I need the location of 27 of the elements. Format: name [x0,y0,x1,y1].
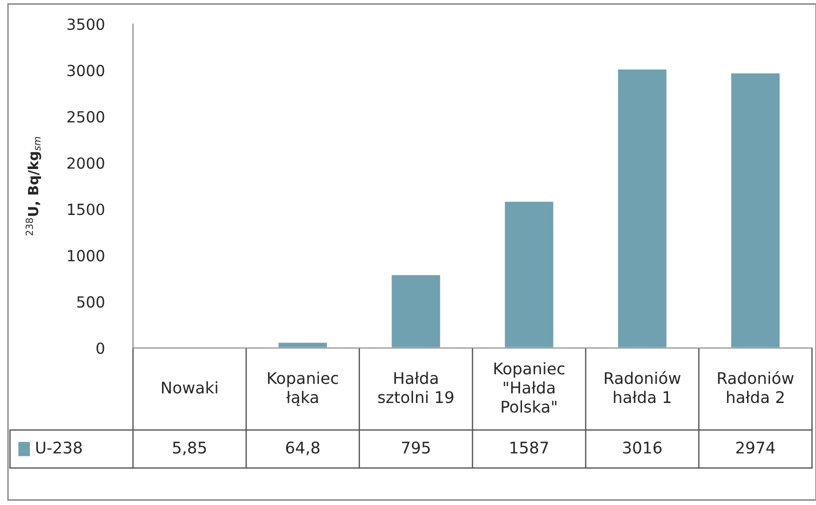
y-tick-label: 1500 [68,204,104,216]
bar [616,68,668,348]
y-tick-label: 2500 [67,111,104,123]
y-tick-label: 1000 [68,250,104,262]
x-tick-label: Hałda sztolni 19 [378,372,454,404]
y-tick-label: 500 [77,296,104,308]
y-tick-label: 0 [96,342,104,354]
data-label: 2974 [736,442,775,454]
x-tick-label: Nowaki [162,381,218,394]
data-label: 795 [402,442,430,454]
y-tick-label: 3000 [68,64,104,76]
data-label: 1587 [510,442,548,454]
y-tick-label: 3500 [68,18,104,30]
bar [503,200,555,348]
data-label: 3016 [623,442,662,454]
y-axis-title: $^{238}$U, Bq/kg$_{sm}$ [26,136,42,236]
x-tick-label: Radoniów hałda 1 [604,371,680,404]
x-tick-label: Radoniów hałda 2 [718,371,794,404]
bar [277,341,328,348]
data-label: 64,8 [286,442,320,456]
x-tick-label: Kopaniec "Hałda Polska" [494,362,564,413]
x-tick-label: Kopaniec łąka [268,372,338,406]
bar [730,72,782,348]
y-tick-label: 2000 [67,157,104,169]
data-label: 5,85 [173,442,206,456]
bar [390,274,442,348]
legend-label: U-238 [36,442,82,454]
